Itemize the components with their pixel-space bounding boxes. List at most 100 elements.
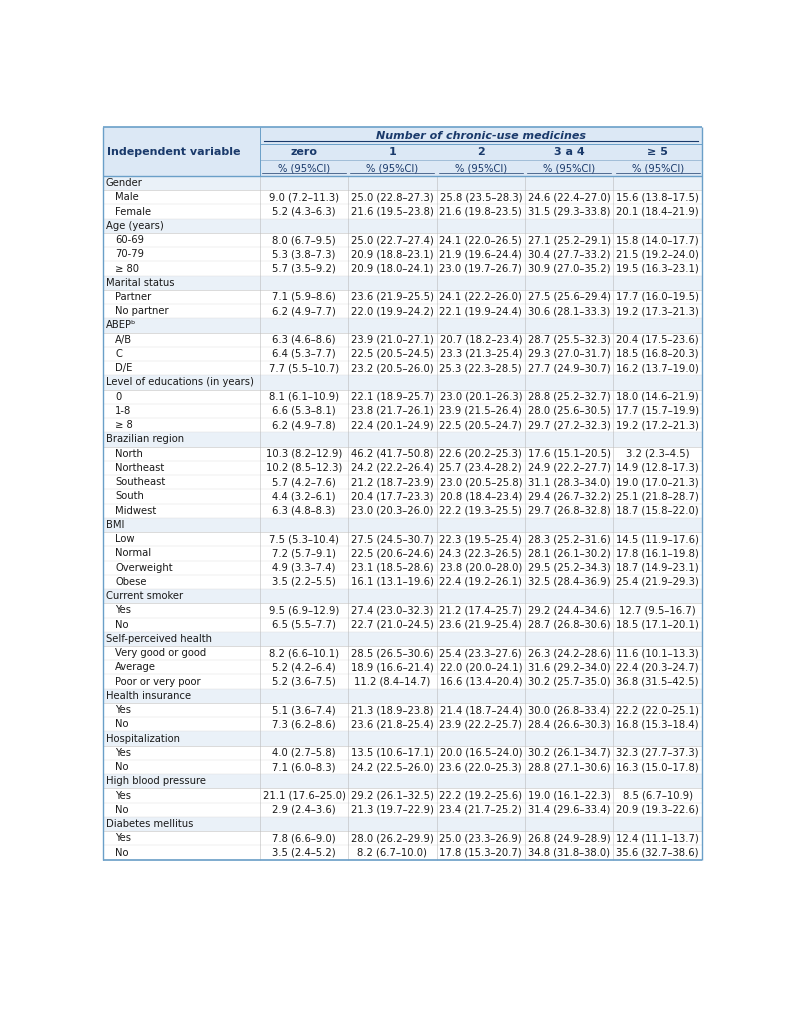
- Bar: [103, 333, 702, 347]
- Text: 23.2 (20.5–26.0): 23.2 (20.5–26.0): [351, 364, 433, 373]
- Text: 18.0 (14.6–21.9): 18.0 (14.6–21.9): [616, 392, 699, 402]
- Text: No: No: [115, 620, 129, 630]
- Text: 23.0 (20.3–26.0): 23.0 (20.3–26.0): [351, 506, 433, 516]
- Text: 21.6 (19.8–23.5): 21.6 (19.8–23.5): [440, 206, 522, 217]
- Text: 10.3 (8.2–12.9): 10.3 (8.2–12.9): [266, 449, 342, 459]
- Text: 28.0 (25.6–30.5): 28.0 (25.6–30.5): [528, 406, 611, 415]
- Text: Partner: Partner: [115, 292, 152, 301]
- Text: 20.1 (18.4–21.9): 20.1 (18.4–21.9): [616, 206, 699, 217]
- Text: Southeast: Southeast: [115, 478, 166, 487]
- Text: 4.4 (3.2–6.1): 4.4 (3.2–6.1): [272, 491, 336, 501]
- Bar: [103, 760, 702, 774]
- Text: Current smoker: Current smoker: [106, 592, 183, 601]
- Text: Health insurance: Health insurance: [106, 691, 191, 700]
- Text: 5.3 (3.8–7.3): 5.3 (3.8–7.3): [272, 250, 336, 259]
- Text: 6.6 (5.3–8.1): 6.6 (5.3–8.1): [272, 406, 336, 415]
- Text: Hospitalization: Hospitalization: [106, 733, 180, 744]
- Text: 11.2 (8.4–14.7): 11.2 (8.4–14.7): [354, 677, 430, 687]
- Text: 13.5 (10.6–17.1): 13.5 (10.6–17.1): [351, 748, 434, 757]
- Text: 10.2 (8.5–12.3): 10.2 (8.5–12.3): [266, 463, 342, 472]
- Text: Diabetes mellitus: Diabetes mellitus: [106, 819, 193, 829]
- Bar: [103, 646, 702, 660]
- Text: 3.5 (2.4–5.2): 3.5 (2.4–5.2): [272, 847, 336, 858]
- Text: 22.0 (19.9–24.2): 22.0 (19.9–24.2): [351, 307, 434, 316]
- Text: 29.7 (26.8–32.8): 29.7 (26.8–32.8): [528, 506, 611, 516]
- Text: 17.8 (16.1–19.8): 17.8 (16.1–19.8): [616, 548, 699, 558]
- Bar: [103, 219, 702, 233]
- Text: 9.5 (6.9–12.9): 9.5 (6.9–12.9): [268, 605, 339, 615]
- Text: 21.3 (19.7–22.9): 21.3 (19.7–22.9): [351, 805, 434, 814]
- Text: 26.8 (24.9–28.9): 26.8 (24.9–28.9): [528, 833, 611, 843]
- Text: Overweight: Overweight: [115, 563, 173, 573]
- Text: 8.1 (6.1–10.9): 8.1 (6.1–10.9): [269, 392, 339, 402]
- Text: 9.0 (7.2–11.3): 9.0 (7.2–11.3): [269, 193, 339, 202]
- Text: 2.9 (2.4–3.6): 2.9 (2.4–3.6): [272, 805, 336, 814]
- Text: 2: 2: [477, 147, 484, 157]
- Text: 30.2 (26.1–34.7): 30.2 (26.1–34.7): [528, 748, 611, 757]
- Text: Midwest: Midwest: [115, 506, 156, 516]
- Text: 8.0 (6.7–9.5): 8.0 (6.7–9.5): [272, 235, 336, 244]
- Text: Yes: Yes: [115, 605, 131, 615]
- Text: 27.1 (25.2–29.1): 27.1 (25.2–29.1): [528, 235, 611, 244]
- Bar: [103, 191, 702, 204]
- Text: ABEPᵇ: ABEPᵇ: [106, 320, 137, 330]
- Text: Very good or good: Very good or good: [115, 649, 206, 658]
- Text: 3 a 4: 3 a 4: [554, 147, 585, 157]
- Text: 25.1 (21.8–28.7): 25.1 (21.8–28.7): [616, 491, 699, 501]
- Text: 21.5 (19.2–24.0): 21.5 (19.2–24.0): [616, 250, 699, 259]
- Text: Low: Low: [115, 535, 135, 544]
- Text: 24.6 (22.4–27.0): 24.6 (22.4–27.0): [528, 193, 611, 202]
- Text: 5.7 (3.5–9.2): 5.7 (3.5–9.2): [272, 263, 336, 274]
- Text: 22.1 (18.9–25.7): 22.1 (18.9–25.7): [351, 392, 434, 402]
- Text: Brazilian region: Brazilian region: [106, 434, 184, 444]
- Text: 6.5 (5.5–7.7): 6.5 (5.5–7.7): [272, 620, 336, 630]
- Text: 1-8: 1-8: [115, 406, 131, 415]
- Bar: [103, 774, 702, 788]
- Bar: [103, 746, 702, 760]
- Text: 12.4 (11.1–13.7): 12.4 (11.1–13.7): [616, 833, 699, 843]
- Text: Marital status: Marital status: [106, 278, 174, 288]
- Text: Gender: Gender: [106, 178, 143, 188]
- Bar: [103, 318, 702, 333]
- Text: Yes: Yes: [115, 706, 131, 715]
- Text: Normal: Normal: [115, 548, 152, 558]
- Bar: [103, 589, 702, 603]
- Text: 18.7 (15.8–22.0): 18.7 (15.8–22.0): [616, 506, 699, 516]
- Text: 25.7 (23.4–28.2): 25.7 (23.4–28.2): [440, 463, 522, 472]
- Text: 17.8 (15.3–20.7): 17.8 (15.3–20.7): [440, 847, 522, 858]
- Text: 23.6 (21.9–25.5): 23.6 (21.9–25.5): [351, 292, 434, 301]
- Text: 8.5 (6.7–10.9): 8.5 (6.7–10.9): [623, 790, 692, 801]
- Text: 30.2 (25.7–35.0): 30.2 (25.7–35.0): [528, 677, 611, 687]
- Text: 14.5 (11.9–17.6): 14.5 (11.9–17.6): [616, 535, 699, 544]
- Bar: [103, 261, 702, 276]
- Text: 6.2 (4.9–7.7): 6.2 (4.9–7.7): [272, 307, 336, 316]
- Text: 15.6 (13.8–17.5): 15.6 (13.8–17.5): [616, 193, 699, 202]
- Text: 24.1 (22.0–26.5): 24.1 (22.0–26.5): [440, 235, 522, 244]
- Text: 20.0 (16.5–24.0): 20.0 (16.5–24.0): [440, 748, 522, 757]
- Text: 30.4 (27.7–33.2): 30.4 (27.7–33.2): [528, 250, 611, 259]
- Text: No: No: [115, 719, 129, 729]
- Text: 60-69: 60-69: [115, 235, 144, 244]
- Text: 17.7 (16.0–19.5): 17.7 (16.0–19.5): [616, 292, 699, 301]
- Text: Obese: Obese: [115, 577, 147, 586]
- Text: % (95%CI): % (95%CI): [367, 163, 418, 173]
- Text: 23.9 (21.5–26.4): 23.9 (21.5–26.4): [440, 406, 522, 415]
- Text: 21.1 (17.6–25.0): 21.1 (17.6–25.0): [262, 790, 345, 801]
- Text: 24.3 (22.3–26.5): 24.3 (22.3–26.5): [440, 548, 522, 558]
- Text: 23.4 (21.7–25.2): 23.4 (21.7–25.2): [440, 805, 522, 814]
- Text: 3.5 (2.2–5.5): 3.5 (2.2–5.5): [272, 577, 336, 586]
- Text: 36.8 (31.5–42.5): 36.8 (31.5–42.5): [616, 677, 699, 687]
- Text: 7.8 (6.6–9.0): 7.8 (6.6–9.0): [272, 833, 336, 843]
- Text: 18.7 (14.9–23.1): 18.7 (14.9–23.1): [616, 563, 699, 573]
- Text: 28.0 (26.2–29.9): 28.0 (26.2–29.9): [351, 833, 434, 843]
- Text: 22.6 (20.2–25.3): 22.6 (20.2–25.3): [440, 449, 522, 459]
- Text: No: No: [115, 847, 129, 858]
- Text: 24.9 (22.2–27.7): 24.9 (22.2–27.7): [528, 463, 611, 472]
- Text: 8.2 (6.6–10.1): 8.2 (6.6–10.1): [269, 649, 339, 658]
- Text: 5.1 (3.6–7.4): 5.1 (3.6–7.4): [272, 706, 336, 715]
- Text: 28.3 (25.2–31.6): 28.3 (25.2–31.6): [528, 535, 611, 544]
- Bar: [103, 817, 702, 831]
- Text: 22.5 (20.5–24.7): 22.5 (20.5–24.7): [440, 421, 522, 430]
- Bar: [103, 717, 702, 731]
- Bar: [103, 447, 702, 461]
